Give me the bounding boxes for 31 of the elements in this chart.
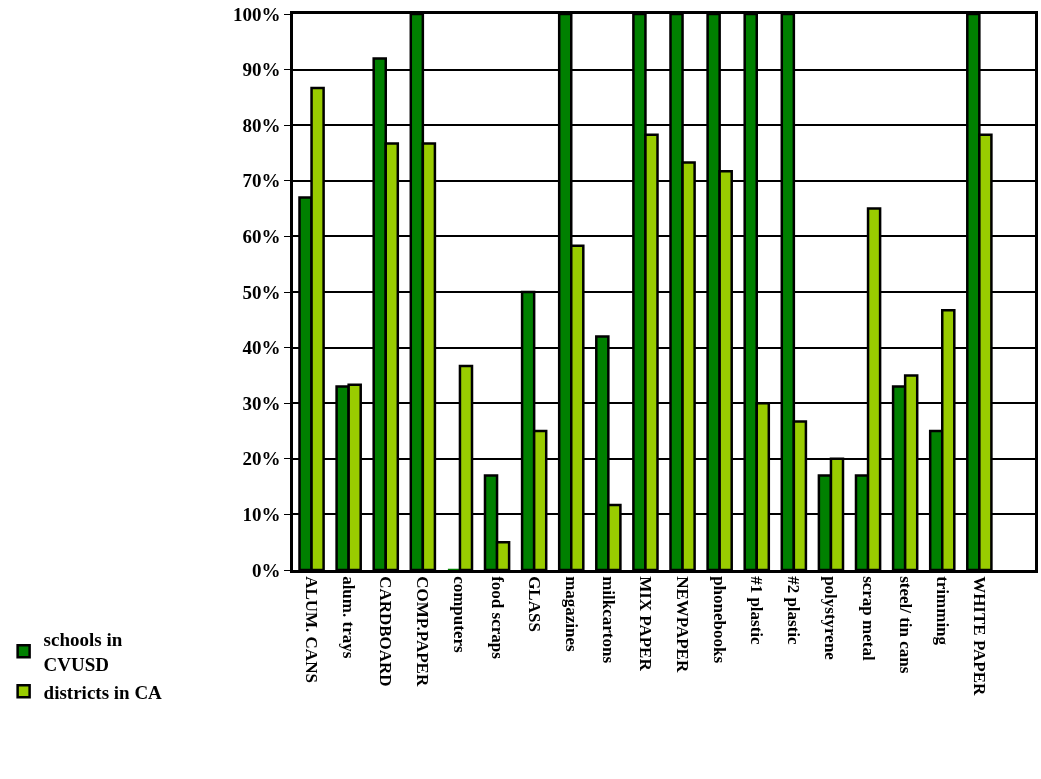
x-tick-label: #2 plastic (784, 576, 804, 646)
x-tick-label: polystyrene (821, 576, 841, 661)
x-tick-label: trimming (932, 576, 952, 646)
x-tick-label: MIX PAPER (635, 576, 655, 672)
x-tick-label: phonebooks (710, 576, 730, 664)
x-tick-label: magazines (561, 576, 581, 653)
x-tick-label: NEWPAPER (673, 576, 693, 673)
y-tick-label: 50% (242, 281, 281, 303)
y-tick-label: 40% (242, 337, 281, 359)
x-tick-label: alum. trays (339, 576, 359, 659)
x-tick-label: computers (450, 576, 470, 654)
x-tick-label: scrap metal (858, 576, 878, 661)
y-tick-label: 70% (242, 170, 281, 192)
y-tick-label: 20% (242, 448, 281, 470)
y-tick-label: 10% (242, 504, 281, 526)
x-tick-label: CARDBOARD (376, 576, 396, 687)
x-tick-label: food scraps (487, 576, 507, 660)
x-tick-label: COMP.PAPER (413, 576, 433, 687)
y-tick-label: 0% (251, 559, 281, 581)
y-tick-label: 100% (232, 3, 281, 25)
x-tick-label: #1 plastic (747, 576, 767, 646)
x-tick-label: steel/ tin cans (895, 576, 915, 674)
x-tick-label: milkcartons (598, 576, 618, 664)
x-tick-label: ALUM. CANS (302, 576, 322, 683)
legend-label: districts in CA (43, 681, 163, 703)
x-tick-label: GLASS (524, 576, 544, 632)
y-tick-label: 80% (242, 114, 281, 136)
y-tick-label: 60% (242, 226, 281, 248)
y-tick-label: 90% (242, 59, 281, 81)
y-tick-label: 30% (242, 392, 281, 414)
x-tick-label: WHITE PAPER (969, 576, 989, 697)
